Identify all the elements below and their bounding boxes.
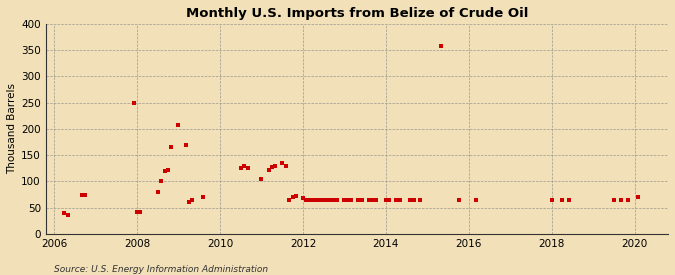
Title: Monthly U.S. Imports from Belize of Crude Oil: Monthly U.S. Imports from Belize of Crud… (186, 7, 528, 20)
Point (242, 166, 253, 170)
Point (370, 198, 381, 202)
Point (557, 198, 568, 202)
Point (308, 198, 319, 202)
Point (329, 198, 340, 202)
Point (609, 198, 620, 202)
Point (346, 198, 357, 202)
Point (404, 198, 415, 202)
Point (159, 169, 170, 173)
Point (163, 168, 173, 172)
Point (367, 198, 377, 202)
Point (304, 198, 315, 202)
Point (236, 166, 246, 170)
Point (298, 196, 308, 200)
Point (187, 198, 198, 202)
Point (632, 195, 643, 199)
Point (394, 198, 405, 202)
Point (408, 198, 419, 202)
Point (277, 161, 288, 165)
Point (384, 198, 395, 202)
Point (564, 198, 574, 202)
Point (311, 198, 322, 202)
Point (270, 163, 281, 168)
Point (435, 44, 446, 48)
Point (132, 210, 142, 214)
Point (59, 211, 70, 215)
Point (284, 198, 295, 202)
Point (290, 194, 301, 198)
Point (166, 145, 177, 150)
Point (321, 198, 332, 202)
Point (381, 198, 392, 202)
Point (239, 163, 250, 168)
Point (415, 198, 426, 202)
Point (315, 198, 326, 202)
Text: Source: U.S. Energy Information Administration: Source: U.S. Energy Information Administ… (54, 265, 268, 274)
Point (319, 198, 329, 202)
Point (267, 165, 277, 169)
Point (80, 192, 90, 197)
Point (470, 198, 481, 202)
Point (263, 168, 274, 172)
Point (280, 163, 291, 168)
Point (287, 195, 298, 199)
Point (184, 200, 194, 205)
Point (153, 190, 163, 194)
Y-axis label: Thousand Barrels: Thousand Barrels (7, 83, 17, 174)
Point (332, 198, 343, 202)
Point (391, 198, 402, 202)
Point (197, 195, 208, 199)
Point (342, 198, 353, 202)
Point (128, 100, 139, 105)
Point (547, 198, 558, 202)
Point (453, 198, 464, 202)
Point (135, 210, 146, 214)
Point (173, 123, 184, 127)
Point (616, 198, 626, 202)
Point (353, 198, 364, 202)
Point (256, 177, 267, 181)
Point (325, 198, 336, 202)
Point (62, 212, 73, 217)
Point (356, 198, 367, 202)
Point (363, 198, 374, 202)
Point (156, 179, 167, 184)
Point (622, 198, 633, 202)
Point (76, 192, 87, 197)
Point (180, 142, 191, 147)
Point (301, 198, 312, 202)
Point (339, 198, 350, 202)
